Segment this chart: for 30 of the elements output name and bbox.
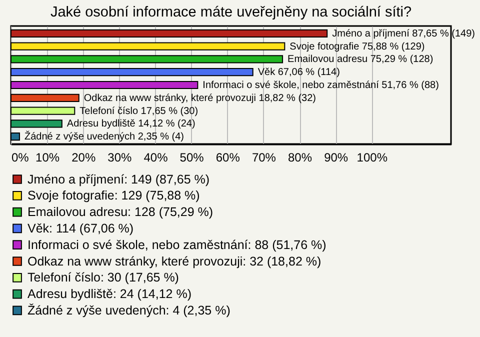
x-tick-label: 40%	[144, 150, 168, 164]
x-tick-label: 90%	[324, 150, 348, 164]
legend-label: Žádné z výše uvedených: 4 (2,35 %)	[28, 303, 230, 318]
data-label: Svoje fotografie 75,88 % (129)	[290, 41, 425, 52]
data-label: Jméno a příjmení 87,65 % (149)	[332, 28, 475, 40]
data-label: Věk 67,06 % (114)	[258, 67, 340, 78]
data-label: Žádné z výše uvedených 2,35 % (4)	[24, 130, 184, 143]
data-label: Informaci o své škole, nebo zaměstnání 51,76 % (88)	[202, 80, 439, 91]
legend-label: Telefoní číslo: 30 (17,65 %)	[28, 270, 179, 285]
x-tick-label: 20%	[72, 150, 96, 164]
data-label: Emailovou adresu 75,29 % (128)	[288, 54, 434, 66]
legend-label: Emailovou adresu: 128 (75,29 %)	[28, 205, 214, 220]
x-tick-label: 30%	[108, 150, 132, 164]
legend-label: Jméno a příjmení: 149 (87,65 %)	[28, 172, 210, 186]
x-tick-label: 50%	[180, 150, 204, 164]
x-tick-label: 0%	[12, 150, 30, 164]
data-label: Odkaz na www stránky, které provozuji 18,82 % (32)	[84, 92, 316, 104]
legend-label: Informaci o své škole, nebo zaměstnání: 88 (51,76 %)	[28, 238, 326, 252]
x-tick-label: 10%	[36, 150, 60, 164]
x-tick-label: 80%	[288, 150, 312, 164]
data-label: Adresu bydliště 14,12 % (24)	[66, 118, 196, 130]
x-tick-label: 60%	[216, 150, 240, 164]
chart-title: Jaké osobní informace máte uveřejněny na sociální síti?	[50, 4, 412, 20]
x-tick-label: 100%	[356, 150, 388, 164]
legend-label: Adresu bydliště: 24 (14,12 %)	[28, 287, 192, 302]
data-label: Telefoní číslo 17,65 % (30)	[80, 106, 198, 117]
x-tick-label: 70%	[252, 150, 276, 164]
legend-label: Věk: 114 (67,06 %)	[28, 221, 134, 236]
legend-label: Svoje fotografie: 129 (75,88 %)	[28, 188, 200, 203]
legend-label: Odkaz na www stránky, které provozuji: 32 (18,82 %)	[28, 254, 322, 268]
